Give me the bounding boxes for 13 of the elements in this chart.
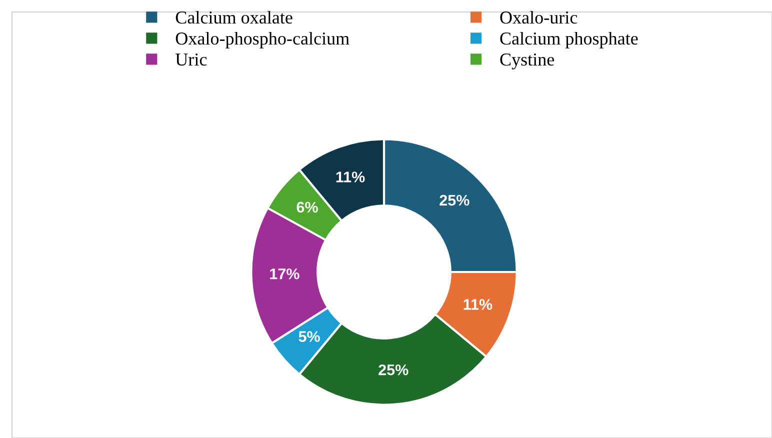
- data-label: 11%: [336, 172, 365, 182]
- legend-label: Calcium oxalate: [176, 10, 292, 24]
- data-label: 25%: [440, 194, 470, 206]
- legend-label: Cystine: [500, 54, 554, 70]
- legend-label: Oxalo-phospho-calcium: [176, 32, 350, 48]
- data-label: 6%: [296, 202, 318, 213]
- legend-label: Calcium phosphate: [500, 32, 638, 48]
- data-label: 17%: [270, 268, 300, 280]
- data-label: 5%: [298, 331, 320, 342]
- legend-label: Oxalo-uric: [500, 10, 578, 24]
- data-label: 25%: [378, 364, 408, 376]
- data-label: 11%: [464, 299, 492, 310]
- legend-label: Uric: [176, 54, 207, 66]
